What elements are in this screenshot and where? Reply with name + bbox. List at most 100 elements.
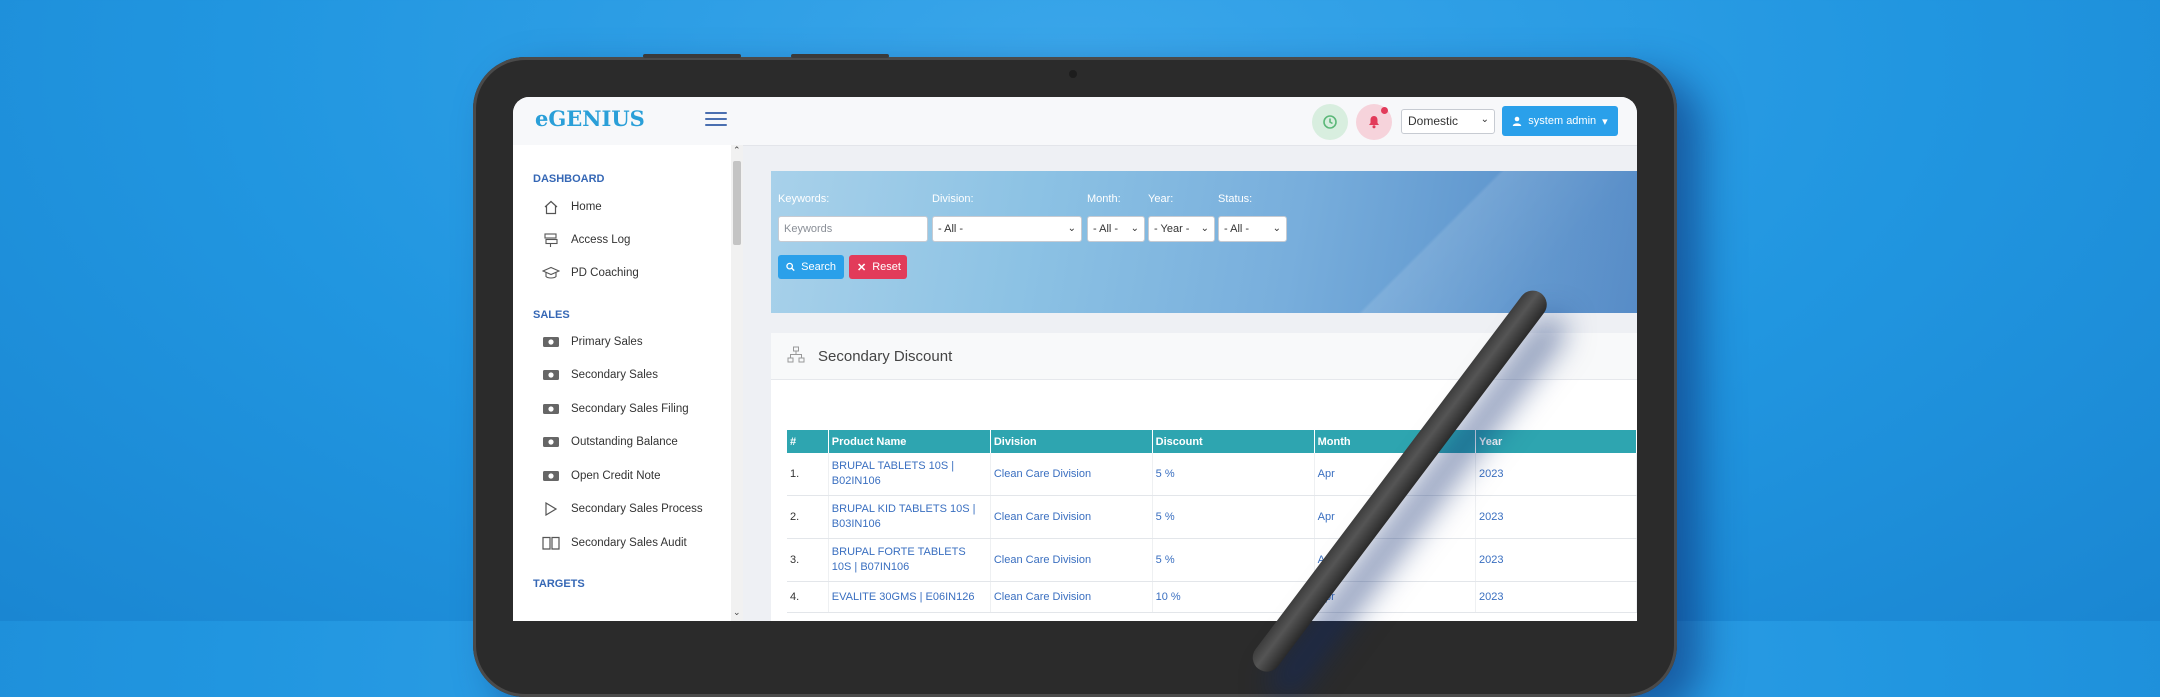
month-select-value: - All - xyxy=(1093,223,1119,235)
sidebar-item-secondary-sales-filing[interactable]: Secondary Sales Filing xyxy=(542,398,689,420)
sidebar-item-label: Home xyxy=(571,201,602,213)
notification-dot xyxy=(1381,107,1388,114)
sidebar-item-secondary-sales-audit[interactable]: Secondary Sales Audit xyxy=(542,532,687,554)
table-row: 2. BRUPAL KID TABLETS 10S | B03IN106 Cle… xyxy=(787,495,1637,539)
product-name-link[interactable]: BRUPAL FORTE TABLETS 10S | B07IN106 xyxy=(828,538,991,582)
sidebar-item-home[interactable]: Home xyxy=(542,196,602,218)
tablet-button xyxy=(643,54,741,58)
column-header[interactable]: Discount xyxy=(1152,430,1315,453)
discount-link[interactable]: 5 % xyxy=(1152,495,1315,539)
year-link[interactable]: 2023 xyxy=(1475,453,1637,496)
graduation-cap-icon xyxy=(542,265,560,281)
sidebar-item-secondary-sales[interactable]: Secondary Sales xyxy=(542,364,658,386)
sidebar-item-label: Outstanding Balance xyxy=(571,436,678,448)
chevron-down-icon: ⌄ xyxy=(1130,223,1139,234)
home-icon xyxy=(542,199,560,215)
market-select[interactable]: Domestic ⌄ xyxy=(1401,109,1495,134)
year-select[interactable]: - Year - ⌄ xyxy=(1148,216,1215,242)
chevron-down-icon: ⌄ xyxy=(1200,223,1209,234)
scrollbar-thumb[interactable] xyxy=(733,161,741,245)
division-label: Division: xyxy=(932,193,974,205)
sidebar-item-label: Primary Sales xyxy=(571,336,643,348)
product-name-link[interactable]: EVALITE 30GMS | E06IN126 xyxy=(828,581,991,613)
discount-card: Secondary Discount # Product Name Divisi… xyxy=(771,333,1637,621)
sidebar-item-primary-sales[interactable]: Primary Sales xyxy=(542,331,643,353)
market-select-value: Domestic xyxy=(1408,114,1459,128)
discount-table: # Product Name Division Discount Month Y… xyxy=(787,430,1637,613)
division-link[interactable]: Clean Care Division xyxy=(990,495,1153,539)
bell-icon xyxy=(1369,116,1379,129)
reset-button[interactable]: ✕ Reset xyxy=(849,255,907,279)
row-number: 1. xyxy=(787,453,829,496)
signpost-icon xyxy=(542,232,560,248)
app-logo[interactable]: eGENIUS xyxy=(535,106,645,131)
money-icon xyxy=(542,401,560,417)
sidebar-item-label: Secondary Sales Filing xyxy=(571,403,689,415)
sidebar-item-pd-coaching[interactable]: PD Coaching xyxy=(542,262,639,284)
sidebar-item-label: PD Coaching xyxy=(571,267,639,279)
search-icon xyxy=(786,262,795,272)
hamburger-menu-icon[interactable] xyxy=(705,112,727,128)
user-menu-button[interactable]: system admin ▾ xyxy=(1502,106,1618,136)
row-number: 4. xyxy=(787,581,829,613)
money-icon xyxy=(542,468,560,484)
year-link[interactable]: 2023 xyxy=(1475,581,1637,613)
clock-button[interactable] xyxy=(1312,104,1348,140)
sidebar-item-access-log[interactable]: Access Log xyxy=(542,229,630,251)
sidebar-item-label: Access Log xyxy=(571,234,631,246)
user-icon xyxy=(1513,116,1522,126)
row-number: 2. xyxy=(787,495,829,539)
discount-link[interactable]: 5 % xyxy=(1152,538,1315,582)
product-name-link[interactable]: BRUPAL KID TABLETS 10S | B03IN106 xyxy=(828,495,991,539)
sidebar: DASHBOARD Home Access Log PD Coaching SA… xyxy=(513,145,731,621)
division-select[interactable]: - All - ⌄ xyxy=(932,216,1082,242)
table-row: 1. BRUPAL TABLETS 10S | B02IN106 Clean C… xyxy=(787,453,1637,496)
sidebar-item-secondary-sales-process[interactable]: Secondary Sales Process xyxy=(542,498,703,520)
money-icon xyxy=(542,434,560,450)
year-link[interactable]: 2023 xyxy=(1475,495,1637,539)
sidebar-section-dashboard: DASHBOARD xyxy=(533,173,605,185)
month-link[interactable]: Apr xyxy=(1314,581,1476,613)
sidebar-section-sales: SALES xyxy=(533,309,570,321)
division-link[interactable]: Clean Care Division xyxy=(990,581,1153,613)
search-button-label: Search xyxy=(801,261,836,273)
row-number: 3. xyxy=(787,538,829,582)
sidebar-scrollbar[interactable]: ⌃ ⌄ xyxy=(731,145,743,621)
notifications-button[interactable] xyxy=(1356,104,1392,140)
chevron-down-icon: ⌄ xyxy=(1272,223,1281,234)
month-label: Month: xyxy=(1087,193,1121,205)
close-icon: ✕ xyxy=(857,261,867,274)
status-select-value: - All - xyxy=(1224,223,1250,235)
scroll-down-icon[interactable]: ⌄ xyxy=(733,607,741,617)
status-select[interactable]: - All - ⌄ xyxy=(1218,216,1287,242)
division-select-value: - All - xyxy=(938,223,964,235)
search-button[interactable]: Search xyxy=(778,255,844,279)
table-row: 3. BRUPAL FORTE TABLETS 10S | B07IN106 C… xyxy=(787,538,1637,582)
product-name-link[interactable]: BRUPAL TABLETS 10S | B02IN106 xyxy=(828,453,991,496)
sidebar-item-label: Secondary Sales Audit xyxy=(571,537,687,549)
year-select-value: - Year - xyxy=(1154,223,1190,235)
sidebar-section-targets: TARGETS xyxy=(533,578,585,590)
sidebar-item-open-credit-note[interactable]: Open Credit Note xyxy=(542,465,661,487)
user-menu-label: system admin xyxy=(1528,115,1597,127)
division-link[interactable]: Clean Care Division xyxy=(990,538,1153,582)
filter-panel: Keywords: Division: Month: Year: Status:… xyxy=(771,171,1637,313)
money-icon xyxy=(542,367,560,383)
year-link[interactable]: 2023 xyxy=(1475,538,1637,582)
sidebar-item-outstanding-balance[interactable]: Outstanding Balance xyxy=(542,431,678,453)
discount-link[interactable]: 5 % xyxy=(1152,453,1315,496)
column-header[interactable]: Year xyxy=(1475,430,1637,453)
column-header[interactable]: Division xyxy=(990,430,1153,453)
keywords-label: Keywords: xyxy=(778,193,830,205)
keywords-input[interactable]: Keywords xyxy=(778,216,928,242)
column-header[interactable]: Product Name xyxy=(828,430,991,453)
table-header-row: # Product Name Division Discount Month Y… xyxy=(787,430,1637,453)
month-select[interactable]: - All - ⌄ xyxy=(1087,216,1145,242)
sidebar-item-label: Secondary Sales Process xyxy=(571,503,703,515)
column-header[interactable]: # xyxy=(787,430,829,453)
book-icon xyxy=(542,535,560,551)
app-screen: eGENIUS Domestic ⌄ system admin ▾ xyxy=(513,97,1637,621)
division-link[interactable]: Clean Care Division xyxy=(990,453,1153,496)
scroll-up-icon[interactable]: ⌃ xyxy=(733,145,741,155)
table-row: 4. EVALITE 30GMS | E06IN126 Clean Care D… xyxy=(787,581,1637,613)
